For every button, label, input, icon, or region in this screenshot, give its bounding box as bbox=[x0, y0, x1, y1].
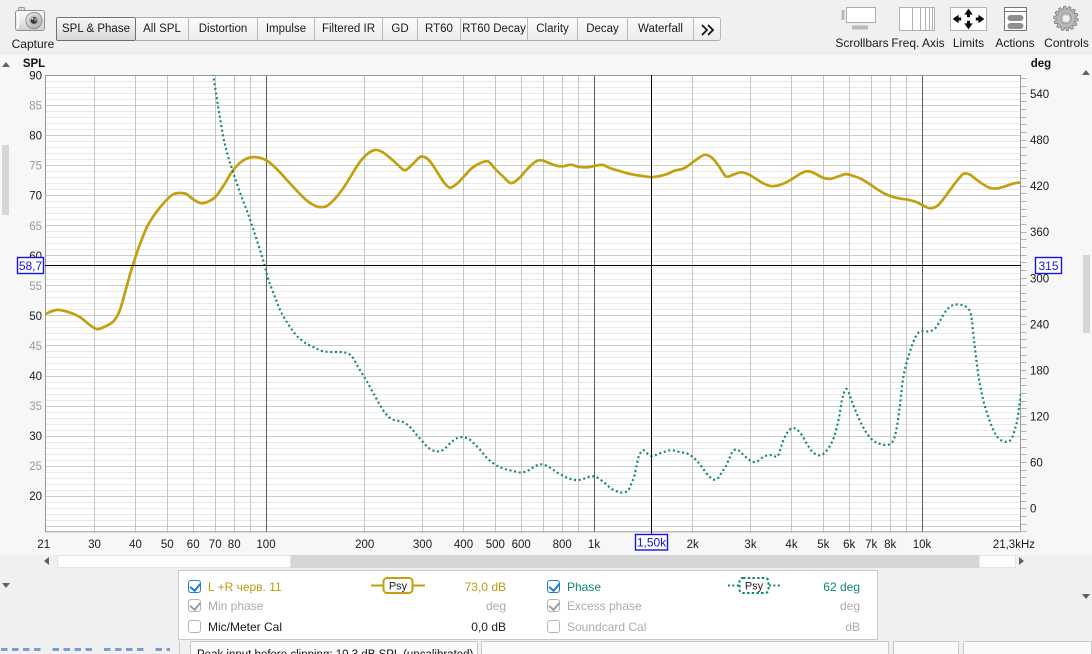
svg-text:315: 315 bbox=[1038, 259, 1058, 273]
svg-text:85: 85 bbox=[29, 101, 42, 113]
svg-text:100: 100 bbox=[256, 539, 275, 551]
svg-text:30: 30 bbox=[29, 431, 42, 443]
svg-text:400: 400 bbox=[454, 539, 473, 551]
svg-text:80: 80 bbox=[29, 131, 42, 143]
svg-text:600: 600 bbox=[512, 539, 531, 551]
svg-text:540: 540 bbox=[1030, 89, 1049, 101]
svg-text:58,7: 58,7 bbox=[19, 259, 43, 273]
svg-text:80: 80 bbox=[228, 539, 241, 551]
svg-text:360: 360 bbox=[1030, 227, 1049, 239]
svg-text:4k: 4k bbox=[785, 539, 797, 551]
svg-text:120: 120 bbox=[1030, 412, 1049, 424]
svg-text:60: 60 bbox=[187, 539, 200, 551]
svg-text:8k: 8k bbox=[884, 539, 896, 551]
svg-text:200: 200 bbox=[355, 539, 374, 551]
svg-text:180: 180 bbox=[1030, 366, 1049, 378]
svg-text:65: 65 bbox=[29, 221, 42, 233]
svg-text:800: 800 bbox=[553, 539, 572, 551]
svg-text:3k: 3k bbox=[744, 539, 756, 551]
svg-text:300: 300 bbox=[1030, 273, 1049, 285]
svg-text:40: 40 bbox=[129, 539, 142, 551]
svg-text:0: 0 bbox=[1030, 504, 1036, 516]
svg-text:35: 35 bbox=[29, 401, 42, 413]
svg-text:6k: 6k bbox=[843, 539, 855, 551]
svg-text:21,3kHz: 21,3kHz bbox=[993, 539, 1035, 551]
svg-text:40: 40 bbox=[29, 371, 42, 383]
svg-text:Psy: Psy bbox=[389, 581, 408, 593]
svg-text:21: 21 bbox=[37, 539, 50, 551]
svg-text:Psy: Psy bbox=[745, 581, 764, 593]
svg-text:70: 70 bbox=[29, 191, 42, 203]
svg-text:deg: deg bbox=[1031, 58, 1051, 70]
svg-text:60: 60 bbox=[1030, 458, 1043, 470]
svg-text:480: 480 bbox=[1030, 135, 1049, 147]
svg-text:20: 20 bbox=[29, 491, 42, 503]
svg-text:45: 45 bbox=[29, 341, 42, 353]
svg-text:SPL: SPL bbox=[23, 58, 45, 70]
svg-text:70: 70 bbox=[209, 539, 222, 551]
svg-text:30: 30 bbox=[88, 539, 101, 551]
svg-text:5k: 5k bbox=[817, 539, 829, 551]
svg-text:7k: 7k bbox=[865, 539, 877, 551]
svg-text:55: 55 bbox=[29, 281, 42, 293]
svg-text:10k: 10k bbox=[913, 539, 932, 551]
svg-text:420: 420 bbox=[1030, 181, 1049, 193]
svg-text:240: 240 bbox=[1030, 319, 1049, 331]
svg-text:2k: 2k bbox=[687, 539, 699, 551]
svg-text:1,50k: 1,50k bbox=[637, 536, 667, 550]
svg-text:50: 50 bbox=[29, 311, 42, 323]
svg-text:75: 75 bbox=[29, 161, 42, 173]
svg-text:300: 300 bbox=[413, 539, 432, 551]
svg-text:1k: 1k bbox=[588, 539, 600, 551]
svg-text:25: 25 bbox=[29, 461, 42, 473]
svg-text:90: 90 bbox=[29, 71, 42, 83]
svg-text:500: 500 bbox=[486, 539, 505, 551]
svg-text:50: 50 bbox=[161, 539, 174, 551]
